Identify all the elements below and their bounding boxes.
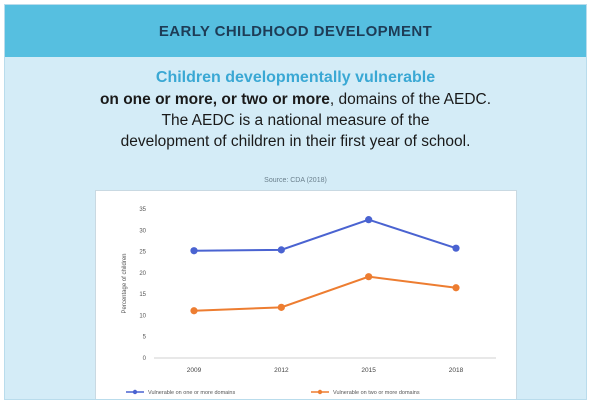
series-1-point <box>452 244 460 252</box>
description-line-3: development of children in their first y… <box>120 133 471 150</box>
x-tick-label: 2015 <box>361 367 376 374</box>
header-banner: EARLY CHILDHOOD DEVELOPMENT <box>5 5 586 57</box>
legend-marker-1 <box>132 389 138 395</box>
series-1-point <box>277 246 285 254</box>
series-2-point <box>190 307 198 315</box>
y-axis-label: Percentage of children <box>122 253 128 313</box>
y-tick-label: 35 <box>139 207 146 213</box>
chart-panel: 0 5 10 15 20 25 30 35 2009 2012 2015 2018 Percenta… <box>95 190 517 399</box>
y-tick-label: 10 <box>139 313 146 319</box>
y-tick-label: 30 <box>139 228 146 234</box>
series-line-1 <box>193 218 457 252</box>
x-tick-label: 2012 <box>274 367 289 374</box>
infographic-card: EARLY CHILDHOOD DEVELOPMENT Children dev… <box>4 4 587 400</box>
x-tick-label: 2018 <box>449 367 464 374</box>
y-tick-label: 15 <box>139 292 146 298</box>
y-tick-label: 20 <box>139 271 146 277</box>
y-tick-label: 0 <box>143 356 147 362</box>
series-2-point <box>365 273 373 281</box>
y-tick-label: 5 <box>143 335 147 341</box>
series-2-point <box>277 303 285 311</box>
description-bold: on one or more, or two or more <box>99 91 330 108</box>
y-tick-label: 25 <box>139 250 146 256</box>
series-2-point <box>452 284 460 292</box>
description-line-2: The AEDC is a national measure of the <box>161 112 430 129</box>
series-1-point <box>365 216 373 224</box>
legend-marker-2 <box>317 389 323 395</box>
description: on one or more, or two or more, domains … <box>5 89 586 152</box>
line-chart: 0 5 10 15 20 25 30 35 2009 2012 2015 2018 Percenta… <box>122 207 496 396</box>
x-tick-label: 2009 <box>187 367 202 374</box>
legend-label-1: Vulnerable on one or more domains <box>148 390 235 396</box>
series-line-2 <box>193 275 457 312</box>
source-note: Source: CDA (2018) <box>264 177 327 184</box>
chart-heading: Children developmentally vulnerable <box>155 69 436 86</box>
banner-title: EARLY CHILDHOOD DEVELOPMENT <box>158 22 433 40</box>
description-line-1-rest: , domains of the AEDC. <box>329 91 492 108</box>
series-1-point <box>190 247 198 255</box>
legend-label-2: Vulnerable on two or more domains <box>333 390 420 396</box>
description-line-1: on one or more, or two or more, domains … <box>5 89 586 110</box>
